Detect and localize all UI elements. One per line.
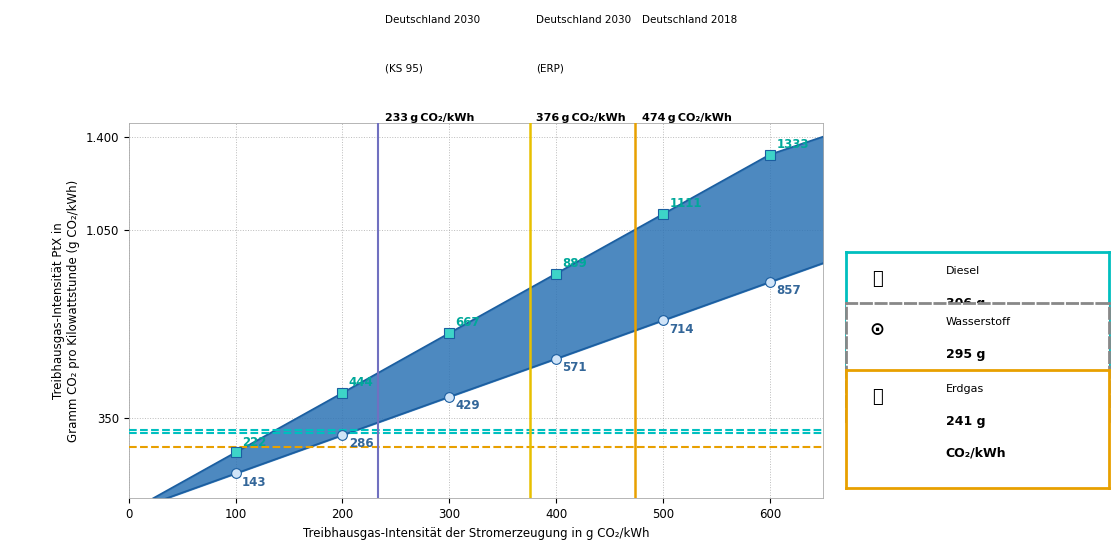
- Text: Wasserstoff: Wasserstoff: [945, 317, 1010, 327]
- Text: 857: 857: [776, 284, 801, 297]
- Text: (KS 95): (KS 95): [385, 64, 423, 74]
- Y-axis label: Treibhausgas-Intensität PtX in
Gramm CO₂ pro Kilowattstunde (g CO₂/kWh): Treibhausgas-Intensität PtX in Gramm CO₂…: [52, 180, 80, 442]
- Text: 306 g: 306 g: [945, 297, 984, 310]
- Text: Diesel: Diesel: [945, 266, 980, 276]
- Text: CO₂/kWh: CO₂/kWh: [945, 446, 1006, 459]
- Text: 295 g: 295 g: [945, 348, 984, 361]
- Text: ⓘ: ⓘ: [871, 270, 883, 288]
- X-axis label: Treibhausgas-Intensität der Stromerzeugung in g CO₂/kWh: Treibhausgas-Intensität der Stromerzeugu…: [302, 526, 650, 540]
- Text: 1333: 1333: [776, 138, 809, 151]
- Text: 714: 714: [670, 323, 694, 335]
- Text: CO₂/kWh: CO₂/kWh: [945, 379, 1006, 393]
- Text: 667: 667: [456, 316, 480, 329]
- Text: 429: 429: [456, 399, 480, 412]
- Text: 474 g CO₂/kWh: 474 g CO₂/kWh: [642, 113, 731, 123]
- Text: 376 g CO₂/kWh: 376 g CO₂/kWh: [535, 113, 625, 123]
- Text: ⓘ: ⓘ: [871, 388, 883, 405]
- Text: Deutschland 2030: Deutschland 2030: [535, 15, 631, 25]
- Text: 444: 444: [348, 376, 374, 389]
- Text: 241 g: 241 g: [945, 414, 986, 428]
- Text: CO₂/kWh: CO₂/kWh: [945, 328, 1006, 342]
- Text: 1111: 1111: [670, 197, 702, 211]
- Text: (ERP): (ERP): [535, 64, 563, 74]
- Text: ⊙: ⊙: [869, 320, 885, 339]
- Text: Deutschland 2018: Deutschland 2018: [642, 15, 737, 25]
- Text: Deutschland 2030: Deutschland 2030: [385, 15, 480, 25]
- Text: 571: 571: [562, 361, 587, 374]
- Text: 286: 286: [348, 437, 373, 450]
- Text: Erdgas: Erdgas: [945, 384, 983, 394]
- Text: 233 g CO₂/kWh: 233 g CO₂/kWh: [385, 113, 475, 123]
- Text: 143: 143: [242, 475, 267, 488]
- Text: 222: 222: [242, 436, 267, 449]
- Text: 889: 889: [562, 257, 587, 270]
